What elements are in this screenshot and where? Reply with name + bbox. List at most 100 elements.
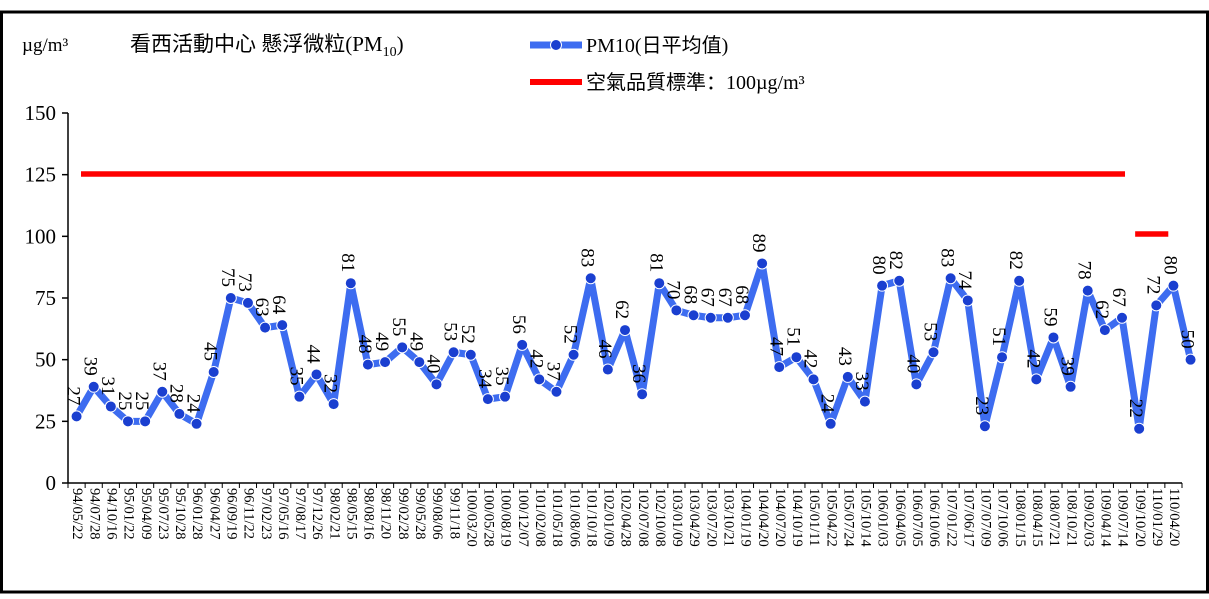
data-label: 89 [748, 233, 769, 252]
x-tick-label: 97/02/23 [258, 488, 274, 540]
x-tick-label: 108/07/21 [1046, 488, 1062, 547]
data-point [190, 417, 203, 430]
x-tick-label: 109/10/20 [1132, 488, 1148, 547]
data-point [241, 296, 254, 309]
data-point [121, 415, 134, 428]
data-label: 83 [937, 248, 958, 267]
data-point [961, 294, 974, 307]
x-tick-label: 109/07/14 [1115, 488, 1131, 548]
data-point [516, 338, 529, 351]
data-point [1184, 353, 1197, 366]
x-tick-label: 99/02/28 [395, 488, 411, 540]
y-tick-label: 75 [35, 286, 56, 310]
data-point [1133, 422, 1146, 435]
x-tick-label: 104/04/20 [755, 488, 771, 547]
data-label: 32 [320, 374, 341, 393]
x-tick-label: 96/11/22 [241, 488, 257, 539]
data-label: 53 [440, 322, 461, 341]
x-tick-label: 98/08/16 [361, 488, 377, 540]
data-label: 45 [200, 342, 221, 361]
data-label: 23 [971, 396, 992, 415]
data-label: 73 [234, 273, 255, 292]
x-tick-label: 102/10/08 [652, 488, 668, 547]
data-point [550, 385, 563, 398]
plot-area: 0 25 50 75 100 125 150 94/05/22 94/07/28 94/10/16… [25, 101, 1198, 548]
data-point [636, 388, 649, 401]
data-label: 24 [183, 394, 204, 414]
data-label: 55 [388, 317, 409, 336]
data-label: 43 [834, 347, 855, 366]
data-point [807, 373, 820, 386]
x-tick-label: 103/07/20 [703, 488, 719, 547]
x-tick-label: 100/08/19 [498, 488, 514, 547]
data-point [704, 311, 717, 324]
x-tick-label: 98/11/20 [378, 488, 394, 539]
data-point [601, 363, 614, 376]
x-tick-label: 94/07/28 [86, 488, 102, 540]
data-label: 37 [148, 362, 169, 381]
data-point [944, 272, 957, 285]
x-tick-label: 100/12/07 [515, 488, 531, 547]
x-tick-label: 101/08/06 [566, 488, 582, 547]
data-point [447, 346, 460, 359]
x-tick-label: 103/10/21 [721, 488, 737, 547]
station-title: 看西活動中心 懸浮微粒(PM10) [130, 32, 404, 60]
data-point [379, 356, 392, 369]
data-point [824, 417, 837, 430]
x-tick-label: 95/07/23 [155, 488, 171, 540]
data-label: 24 [817, 394, 838, 414]
data-point [396, 341, 409, 354]
y-tick-label: 0 [46, 471, 57, 495]
x-tick-label: 100/03/20 [463, 488, 479, 547]
data-label: 68 [731, 285, 752, 304]
data-label: 62 [611, 300, 632, 319]
data-label: 39 [80, 357, 101, 376]
data-point [619, 324, 631, 337]
data-point [858, 395, 871, 408]
x-tick-label: 105/10/14 [858, 488, 874, 548]
x-tick-label: 94/05/22 [69, 488, 85, 540]
x-tick-label: 107/10/06 [995, 488, 1011, 547]
data-label: 31 [97, 377, 118, 396]
data-label: 82 [1005, 251, 1026, 270]
y-unit-label: µg/m³ [22, 35, 69, 56]
data-point [344, 277, 357, 290]
y-tick-label: 25 [35, 409, 56, 433]
data-label: 34 [474, 369, 495, 389]
legend-standard-label: 空氣品質標準：100µg/m³ [586, 71, 805, 94]
data-label: 64 [268, 295, 289, 315]
x-tick-label: 106/01/03 [875, 488, 891, 547]
x-tick-label: 95/04/09 [138, 488, 154, 540]
x-tick-label: 102/01/09 [601, 488, 617, 547]
data-label: 35 [491, 367, 512, 386]
data-label: 62 [1091, 300, 1112, 319]
x-tick-label: 108/10/21 [1063, 488, 1079, 547]
data-point [70, 410, 83, 423]
data-point [978, 420, 991, 433]
data-label: 44 [303, 344, 324, 364]
data-point [1098, 324, 1111, 337]
data-label: 50 [1177, 330, 1198, 349]
data-label: 78 [1074, 261, 1095, 280]
data-point [87, 380, 100, 393]
data-point [584, 272, 597, 285]
x-tick-label: 96/09/19 [223, 488, 239, 540]
data-point [430, 378, 443, 391]
data-label: 48 [354, 335, 375, 354]
x-tick-label: 101/05/18 [549, 488, 565, 547]
data-point [927, 346, 940, 359]
x-tick-label: 106/10/06 [926, 488, 942, 547]
y-tick-label: 150 [25, 101, 57, 125]
x-tick-label: 107/06/17 [960, 488, 976, 547]
x-tick-label: 108/01/15 [1012, 488, 1028, 547]
data-point [790, 351, 803, 364]
x-tick-label: 98/05/15 [343, 488, 359, 540]
data-label: 80 [1159, 256, 1180, 275]
x-tick-label: 102/04/28 [618, 488, 634, 547]
data-label: 42 [525, 349, 546, 368]
data-label: 25 [131, 391, 152, 410]
x-tick-label: 105/01/11 [806, 488, 822, 546]
chart-frame [0, 10, 1209, 594]
data-point [756, 257, 769, 270]
